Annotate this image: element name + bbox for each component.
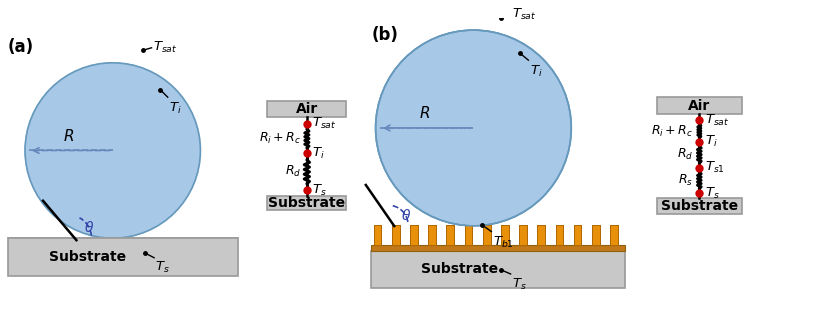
Bar xyxy=(574,225,581,244)
Text: $T_i$: $T_i$ xyxy=(312,146,325,161)
Text: $R_d$: $R_d$ xyxy=(285,164,301,179)
Bar xyxy=(464,225,473,244)
Bar xyxy=(410,225,418,244)
FancyBboxPatch shape xyxy=(657,198,741,214)
Text: $T_{sat}$: $T_{sat}$ xyxy=(153,40,177,55)
Text: $T_i$: $T_i$ xyxy=(529,64,543,79)
Bar xyxy=(392,225,400,244)
Text: $R_d$: $R_d$ xyxy=(677,147,693,162)
Bar xyxy=(374,225,382,244)
FancyBboxPatch shape xyxy=(8,238,238,276)
Bar xyxy=(372,244,625,251)
Bar xyxy=(610,225,618,244)
Text: $T_s$: $T_s$ xyxy=(312,183,327,198)
Bar xyxy=(501,225,509,244)
Text: $R$: $R$ xyxy=(63,128,74,144)
FancyBboxPatch shape xyxy=(372,251,625,288)
FancyBboxPatch shape xyxy=(8,238,238,276)
Circle shape xyxy=(376,30,571,226)
Circle shape xyxy=(25,63,200,238)
FancyBboxPatch shape xyxy=(267,196,347,210)
Text: $T_s$: $T_s$ xyxy=(512,277,527,292)
Text: $T_i$: $T_i$ xyxy=(169,101,182,116)
Text: Substrate: Substrate xyxy=(49,250,126,264)
Bar xyxy=(574,225,581,244)
Bar xyxy=(592,225,600,244)
Bar xyxy=(501,225,509,244)
Text: Substrate: Substrate xyxy=(268,196,346,210)
Bar xyxy=(410,225,418,244)
Text: Air: Air xyxy=(296,102,318,116)
Bar xyxy=(372,244,625,251)
Text: Substrate: Substrate xyxy=(421,262,498,276)
Bar xyxy=(592,225,600,244)
Text: $T_s$: $T_s$ xyxy=(706,185,720,201)
Text: Air: Air xyxy=(688,99,711,113)
Text: $T_{sat}$: $T_{sat}$ xyxy=(312,116,337,132)
Bar xyxy=(483,225,490,244)
Bar xyxy=(519,225,527,244)
Text: $T_s$: $T_s$ xyxy=(155,259,170,275)
Text: $\theta$: $\theta$ xyxy=(84,220,94,235)
Text: (b): (b) xyxy=(372,26,398,44)
Bar xyxy=(519,225,527,244)
Text: Substrate: Substrate xyxy=(421,262,498,276)
Text: $R$: $R$ xyxy=(419,105,430,121)
Text: $R_i + R_c$: $R_i + R_c$ xyxy=(259,131,301,146)
Bar xyxy=(555,225,564,244)
Bar xyxy=(374,225,382,244)
Bar xyxy=(610,225,618,244)
Text: Substrate: Substrate xyxy=(660,199,738,213)
Text: $\theta$: $\theta$ xyxy=(402,207,412,222)
Text: $T_{sat}$: $T_{sat}$ xyxy=(706,113,730,128)
Bar xyxy=(392,225,400,244)
Text: $R_s$: $R_s$ xyxy=(678,173,693,188)
Bar xyxy=(428,225,436,244)
Bar xyxy=(538,225,545,244)
Bar xyxy=(464,225,473,244)
Text: $T_{sat}$: $T_{sat}$ xyxy=(512,7,537,22)
Bar xyxy=(447,225,454,244)
Bar xyxy=(428,225,436,244)
FancyBboxPatch shape xyxy=(372,251,625,288)
Bar xyxy=(555,225,564,244)
Text: (a): (a) xyxy=(8,38,33,56)
Text: $T_{b1}$: $T_{b1}$ xyxy=(493,235,514,250)
Text: $T_{s1}$: $T_{s1}$ xyxy=(706,160,726,175)
Bar xyxy=(538,225,545,244)
FancyBboxPatch shape xyxy=(267,101,347,117)
Text: $R_i + R_c$: $R_i + R_c$ xyxy=(651,123,693,138)
Bar xyxy=(447,225,454,244)
Bar xyxy=(363,225,639,293)
Text: $T_i$: $T_i$ xyxy=(706,134,718,149)
FancyBboxPatch shape xyxy=(657,97,741,114)
Bar xyxy=(483,225,490,244)
Bar xyxy=(0,238,250,281)
Text: Substrate: Substrate xyxy=(49,250,126,264)
